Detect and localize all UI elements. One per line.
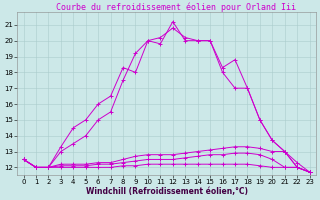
Text: Courbe du refroidissement éolien pour Orland Iii: Courbe du refroidissement éolien pour Or… [56,3,296,12]
X-axis label: Windchill (Refroidissement éolien,°C): Windchill (Refroidissement éolien,°C) [85,187,248,196]
